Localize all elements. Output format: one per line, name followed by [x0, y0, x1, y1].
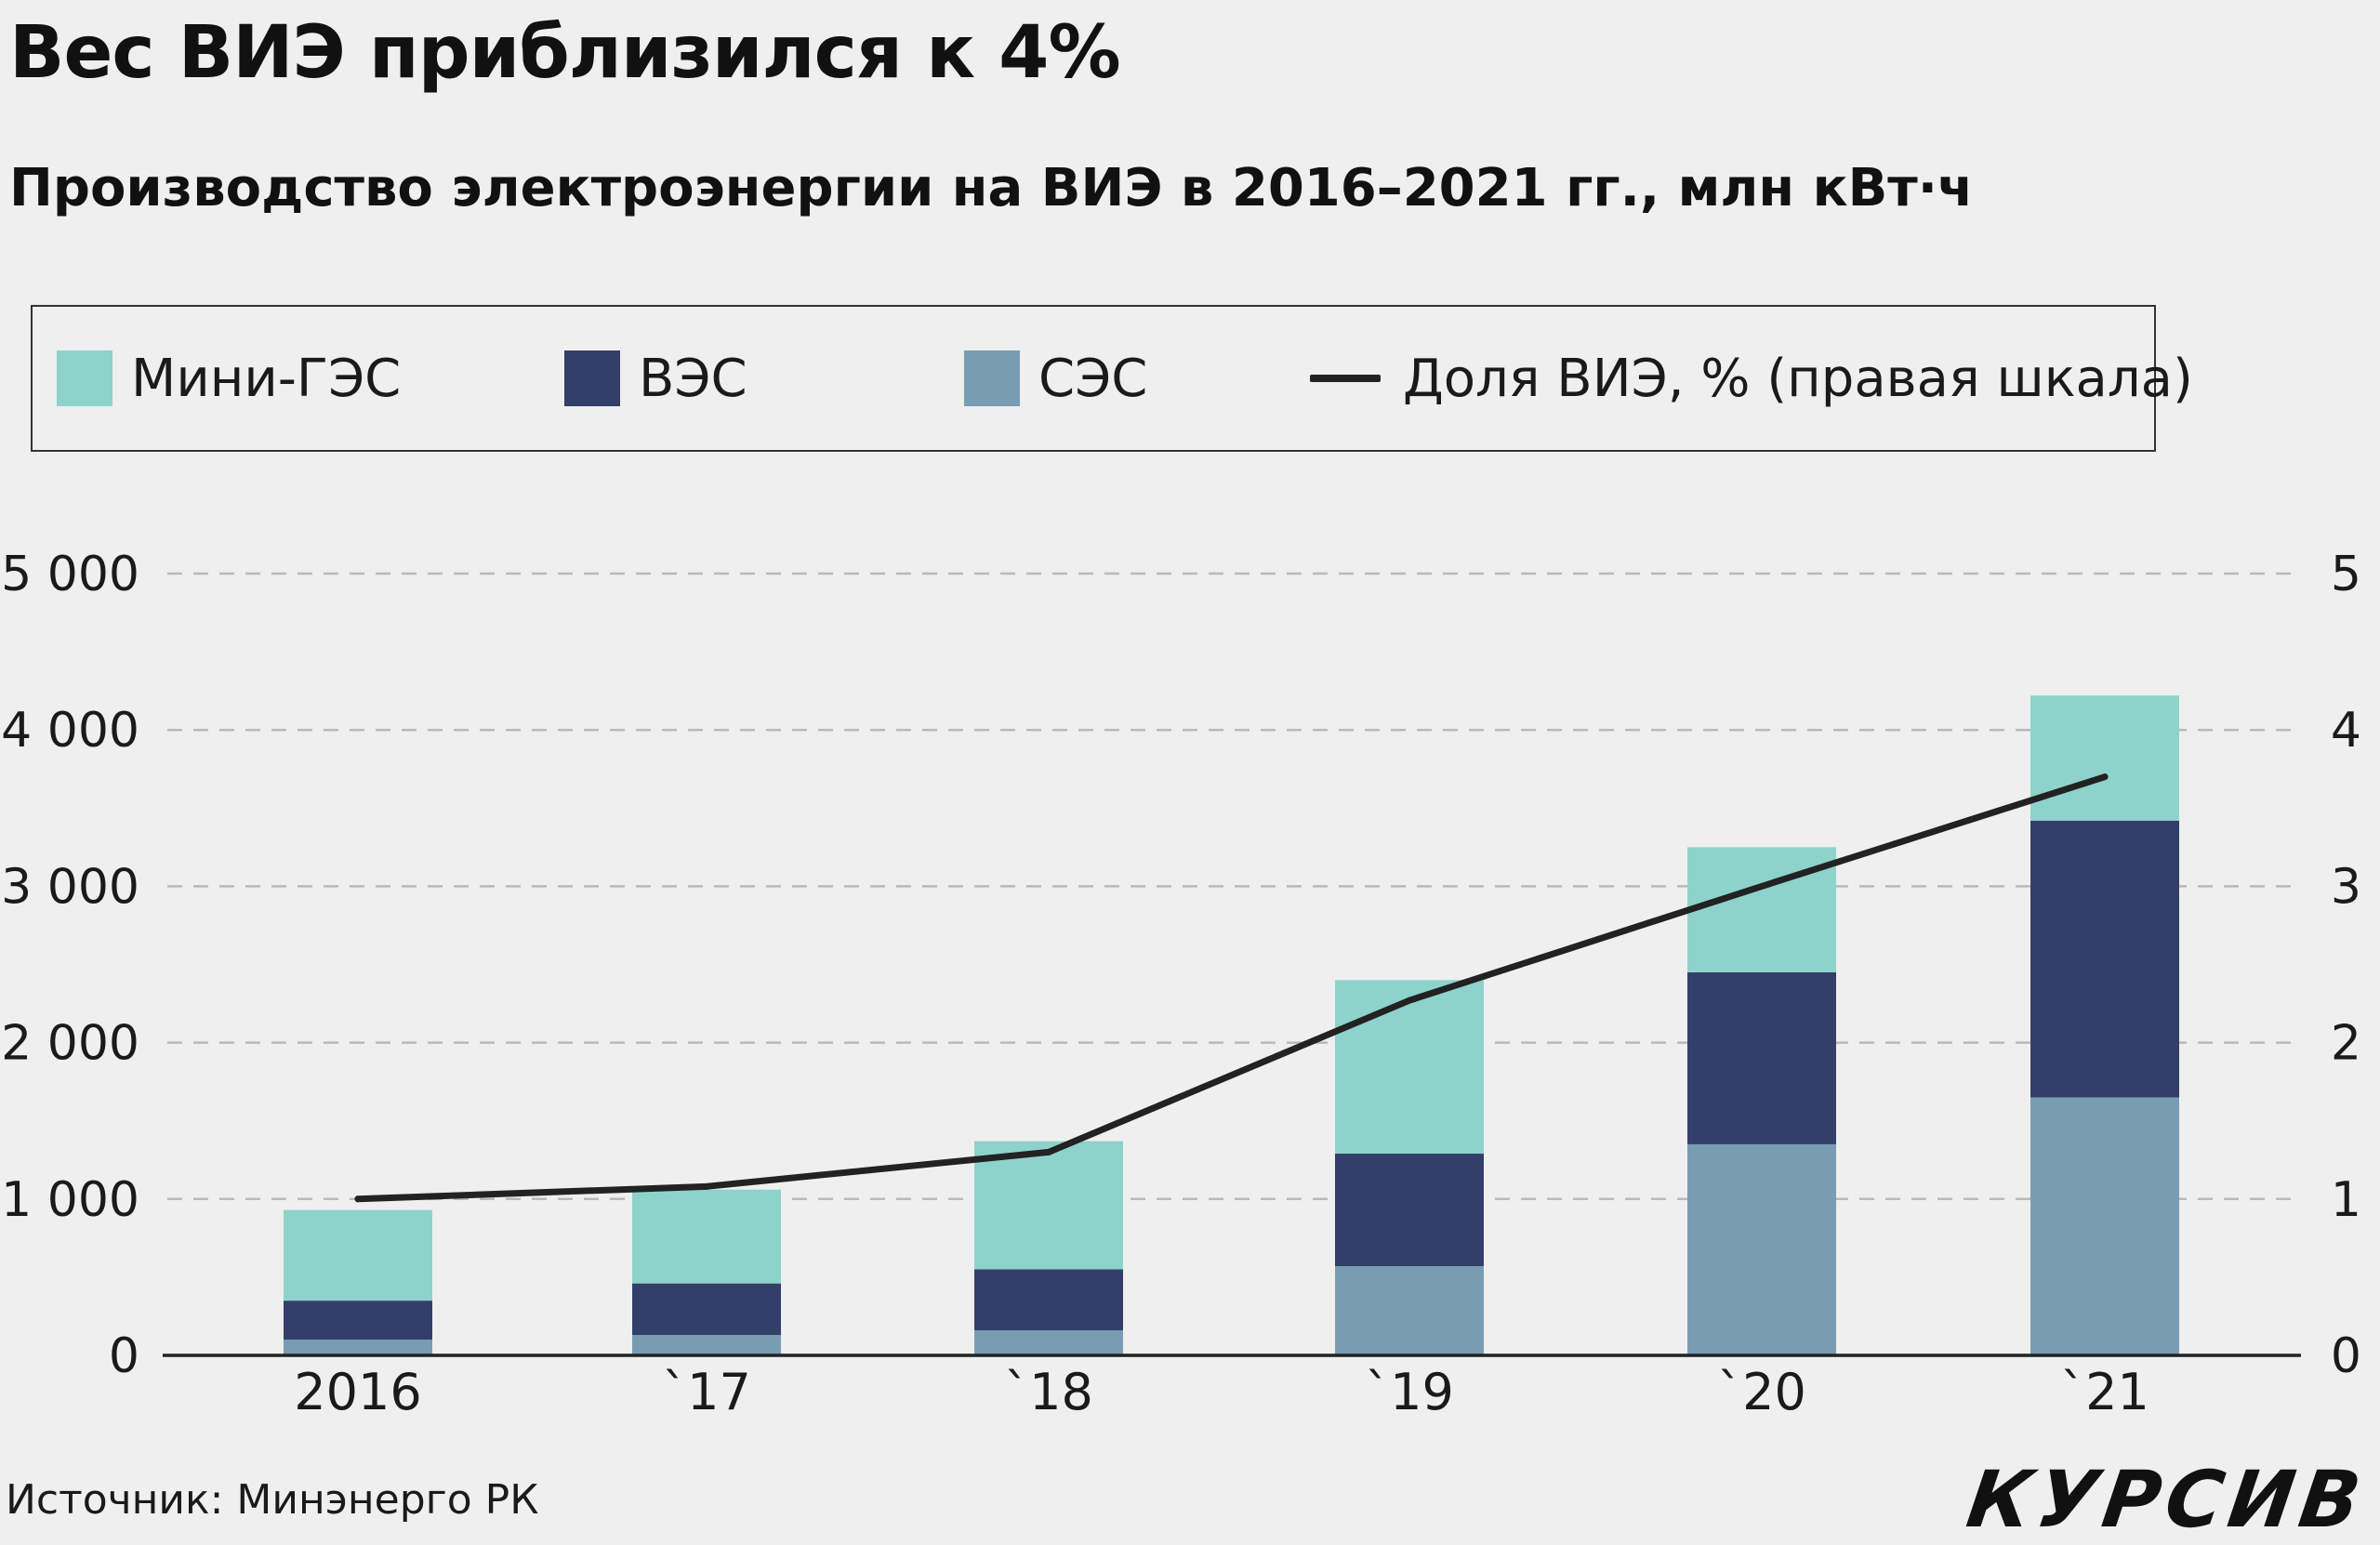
chart-title: Вес ВИЭ приблизился к 4% [9, 11, 1121, 95]
legend-swatch-ses [964, 350, 1020, 406]
legend-line-swatch [1310, 375, 1381, 382]
x-axis-tick-label: 2016 [294, 1363, 421, 1421]
share-line-point [2101, 773, 2109, 781]
y2-axis-tick-label: 5 [2331, 547, 2361, 602]
bar-segment [2030, 1097, 2179, 1355]
legend-swatch-mini-ges [57, 350, 112, 406]
legend-item-mini-ges: Мини-ГЭС [57, 307, 401, 450]
bar-segment [2030, 695, 2179, 821]
bar-segment [1335, 1154, 1484, 1267]
bar-segment [632, 1335, 781, 1355]
x-axis-tick-label: `20 [1717, 1363, 1806, 1421]
legend-swatch-ves [564, 350, 620, 406]
share-line-point [1758, 882, 1765, 890]
bar-segment [284, 1209, 432, 1301]
y2-axis-tick-label: 3 [2331, 859, 2361, 915]
bar-segment [2030, 820, 2179, 1098]
y2-axis-tick-label: 1 [2331, 1172, 2361, 1228]
share-line-point [354, 1195, 362, 1203]
bar-segment [974, 1330, 1123, 1355]
share-line-point [1406, 997, 1413, 1004]
legend-label-ses: СЭС [1038, 348, 1148, 409]
x-axis-tick-label: `18 [1004, 1363, 1093, 1421]
bar-segment [974, 1141, 1123, 1270]
y-axis-tick-label: 1 000 [1, 1172, 139, 1228]
legend-label-share: Доля ВИЭ, % (правая шкала) [1403, 348, 2193, 409]
y-axis-tick-label: 0 [109, 1328, 139, 1384]
share-line-point [703, 1182, 710, 1190]
share-line-point [1045, 1148, 1052, 1155]
share-line [354, 773, 2109, 1203]
bar-segment [1687, 1143, 1836, 1355]
y-axis-tick-label: 2 000 [1, 1016, 139, 1072]
bar-segment [632, 1189, 781, 1284]
bar-segment [974, 1269, 1123, 1331]
legend-item-share-line: Доля ВИЭ, % (правая шкала) [1310, 307, 2193, 450]
y-axis-tick-label: 5 000 [1, 547, 139, 602]
bar-segment [284, 1340, 432, 1355]
legend: Мини-ГЭС ВЭС СЭС Доля ВИЭ, % (правая шка… [31, 305, 2193, 452]
legend-label-mini-ges: Мини-ГЭС [131, 348, 402, 409]
y-axis-tick-label: 4 000 [1, 703, 139, 759]
x-axis-tick-label: `21 [2060, 1363, 2149, 1421]
y-axis-tick-label: 3 000 [1, 859, 139, 915]
chart-subtitle: Производство электроэнергии на ВИЭ в 201… [9, 158, 1974, 218]
bar-segment [1687, 847, 1836, 972]
x-axis-tick-label: `19 [1365, 1363, 1454, 1421]
bar-segment [284, 1301, 432, 1340]
source-note: Источник: Минэнерго РК [6, 1476, 539, 1524]
legend-item-ves: ВЭС [564, 307, 747, 450]
publisher-logo: КУРСИВ [1962, 1454, 2372, 1545]
legend-label-ves: ВЭС [639, 348, 747, 409]
bar-segment [632, 1283, 781, 1336]
legend-item-ses: СЭС [964, 307, 1147, 450]
y2-axis-tick-label: 4 [2331, 703, 2361, 759]
y2-axis-tick-label: 0 [2331, 1328, 2361, 1384]
bar-segment [1687, 971, 1836, 1144]
bar-segment [1335, 980, 1484, 1155]
x-axis-tick-label: `17 [662, 1363, 751, 1421]
bar-segment [1335, 1266, 1484, 1355]
y2-axis-tick-label: 2 [2331, 1016, 2361, 1072]
